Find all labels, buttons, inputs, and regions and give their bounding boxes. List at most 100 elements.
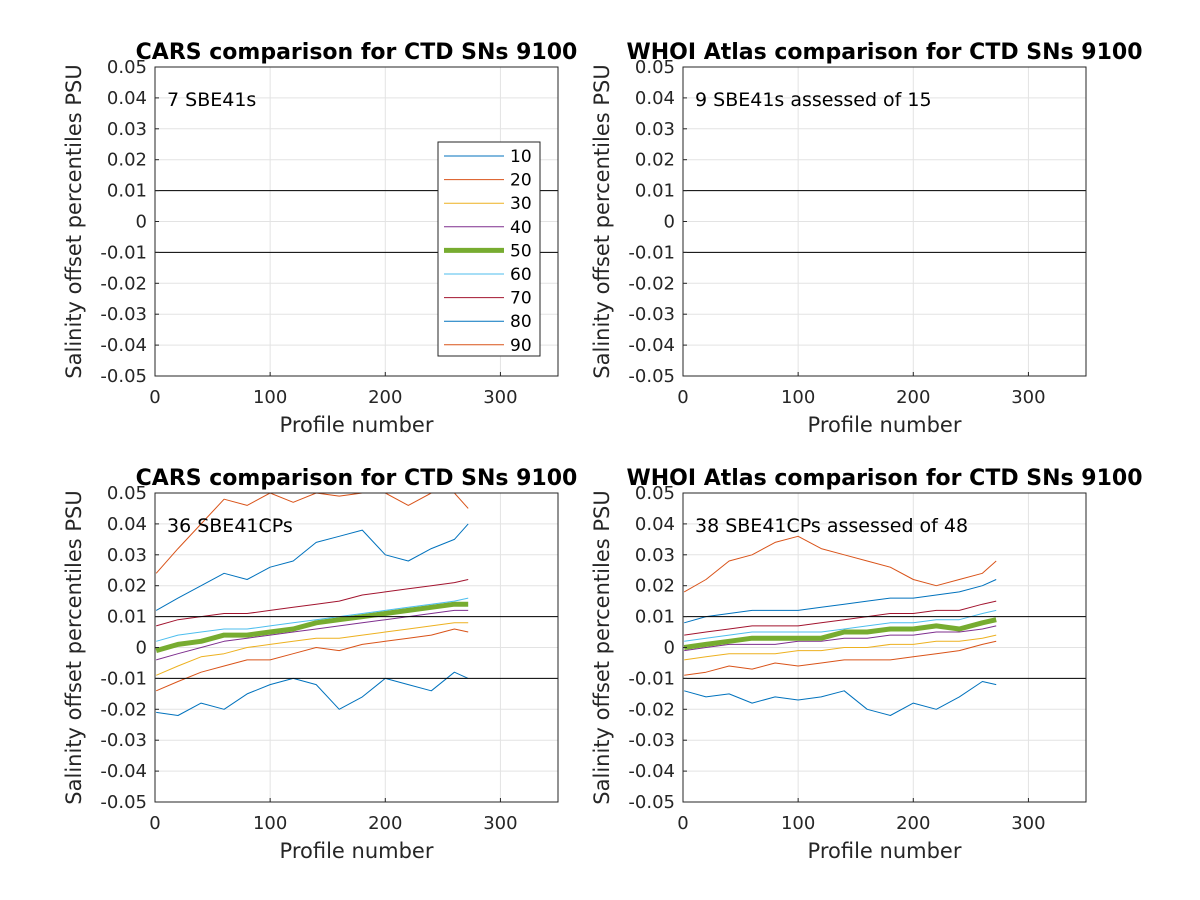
legend-label-p30: 30 — [510, 194, 532, 214]
legend-label-p60: 60 — [510, 265, 532, 285]
y-tick-label: 0 — [136, 638, 147, 659]
series-line-p80 — [684, 579, 997, 624]
chart-title: WHOI Atlas comparison for CTD SNs 9100 — [626, 466, 1142, 491]
y-tick-label: 0 — [664, 212, 675, 233]
y-tick-label: 0.04 — [635, 514, 675, 535]
series-line-p50 — [683, 617, 997, 650]
y-tick-label: 0.01 — [635, 181, 675, 202]
x-axis-label: Profile number — [280, 839, 434, 863]
y-tick-label: 0.04 — [635, 88, 675, 109]
y-tick-label: -0.01 — [100, 668, 147, 689]
y-tick-label: -0.05 — [100, 366, 147, 387]
series-line-p30 — [156, 622, 469, 676]
y-tick-label: -0.05 — [628, 792, 675, 813]
y-axis-label: Salinity offset percentiles PSU — [590, 490, 614, 804]
chart-title: CARS comparison for CTD SNs 9100 — [136, 40, 578, 65]
x-tick-label: 300 — [483, 813, 517, 834]
y-tick-label: -0.03 — [628, 304, 675, 325]
x-tick-label: 300 — [1011, 387, 1045, 408]
x-axis-label: Profile number — [808, 839, 962, 863]
y-axis-label: Salinity offset percentiles PSU — [62, 490, 86, 804]
x-tick-label: 300 — [483, 387, 517, 408]
y-tick-label: 0.03 — [635, 545, 675, 566]
x-tick-label: 0 — [677, 387, 688, 408]
y-tick-label: -0.01 — [628, 242, 675, 263]
series-line-p20 — [684, 640, 997, 676]
x-tick-label: 200 — [896, 387, 930, 408]
series-line-p30 — [684, 634, 997, 661]
y-tick-label: 0.04 — [107, 88, 147, 109]
series-line-p50 — [155, 601, 469, 654]
legend-label-p20: 20 — [510, 171, 532, 191]
x-tick-label: 100 — [253, 387, 287, 408]
subplot-3: 0 100 200 300 0.05 0.04 0.03 0.02 0.01 0 -0.01 -0.0… — [62, 466, 577, 863]
y-tick-label: 0.04 — [107, 514, 147, 535]
data-layer — [155, 493, 469, 716]
data-layer — [683, 535, 997, 716]
y-tick-label: 0.05 — [107, 57, 147, 78]
x-tick-label: 200 — [896, 813, 930, 834]
annotation-text: 9 SBE41s assessed of 15 — [695, 89, 932, 111]
y-tick-label: 0.01 — [635, 607, 675, 628]
x-tick-label: 300 — [1011, 813, 1045, 834]
series-line-p40 — [156, 609, 469, 661]
series-line-p10 — [156, 671, 469, 716]
legend: 10 20 30 40 50 60 70 80 90 — [437, 141, 541, 357]
y-tick-label: -0.03 — [628, 730, 675, 751]
legend-label-p40: 40 — [510, 218, 532, 238]
x-tick-label: 100 — [781, 813, 815, 834]
y-tick-label: -0.04 — [628, 335, 675, 356]
x-axis-label: Profile number — [808, 413, 962, 437]
subplot-2: 0 100 200 300 0.05 0.04 0.03 0.02 0.01 0 -0.01 -0.0… — [590, 40, 1143, 437]
series-line-p10 — [684, 681, 997, 716]
series-line-p60 — [684, 609, 997, 642]
legend-label-p90: 90 — [510, 336, 532, 356]
annotation-text: 7 SBE41s — [167, 89, 256, 111]
y-tick-label: 0.02 — [635, 576, 675, 597]
y-tick-label: -0.01 — [100, 242, 147, 263]
annotation-text: 36 SBE41CPs — [167, 515, 293, 537]
y-tick-label: -0.04 — [100, 335, 147, 356]
y-tick-label: 0.05 — [635, 57, 675, 78]
y-axis-label: Salinity offset percentiles PSU — [62, 64, 86, 378]
x-tick-label: 0 — [149, 387, 160, 408]
y-tick-label: -0.04 — [628, 761, 675, 782]
y-tick-label: 0.02 — [107, 150, 147, 171]
series-line-p90 — [683, 535, 997, 593]
y-tick-label: -0.01 — [628, 668, 675, 689]
y-tick-label: -0.03 — [100, 730, 147, 751]
y-tick-label: 0.02 — [635, 150, 675, 171]
chart-title: CARS comparison for CTD SNs 9100 — [136, 466, 578, 491]
subplot-1: 0 100 200 300 0.05 0.04 0.03 0.02 0.01 0 -0.01 -0.0… — [62, 40, 577, 437]
legend-label-p50: 50 — [510, 241, 532, 261]
y-tick-label: -0.02 — [100, 699, 147, 720]
x-tick-label: 0 — [677, 813, 688, 834]
x-tick-label: 100 — [781, 387, 815, 408]
y-tick-label: 0.03 — [107, 119, 147, 140]
series-line-p80 — [155, 523, 469, 611]
y-tick-label: -0.03 — [100, 304, 147, 325]
series-line-p70 — [156, 579, 469, 627]
y-tick-label: 0.05 — [107, 483, 147, 504]
y-tick-label: -0.04 — [100, 761, 147, 782]
series-line-p40 — [684, 625, 997, 652]
x-tick-label: 200 — [368, 387, 402, 408]
x-tick-label: 100 — [253, 813, 287, 834]
y-axis-label: Salinity offset percentiles PSU — [590, 64, 614, 378]
chart-title: WHOI Atlas comparison for CTD SNs 9100 — [626, 40, 1142, 65]
y-tick-label: -0.05 — [100, 792, 147, 813]
legend-label-p70: 70 — [510, 289, 532, 309]
annotation-text: 38 SBE41CPs assessed of 48 — [695, 515, 968, 537]
subplot-4: 0 100 200 300 0.05 0.04 0.03 0.02 0.01 0 -0.01 -0.0… — [590, 466, 1143, 863]
y-tick-label: 0.01 — [107, 181, 147, 202]
series-line-p20 — [156, 628, 469, 692]
y-tick-label: 0.05 — [635, 483, 675, 504]
y-tick-label: -0.02 — [100, 273, 147, 294]
y-tick-label: 0.01 — [107, 607, 147, 628]
y-tick-label: -0.02 — [628, 273, 675, 294]
series-line-p90 — [155, 493, 469, 574]
series-line-p60 — [156, 597, 469, 642]
y-tick-label: 0.03 — [635, 119, 675, 140]
series-line-p70 — [684, 600, 997, 636]
